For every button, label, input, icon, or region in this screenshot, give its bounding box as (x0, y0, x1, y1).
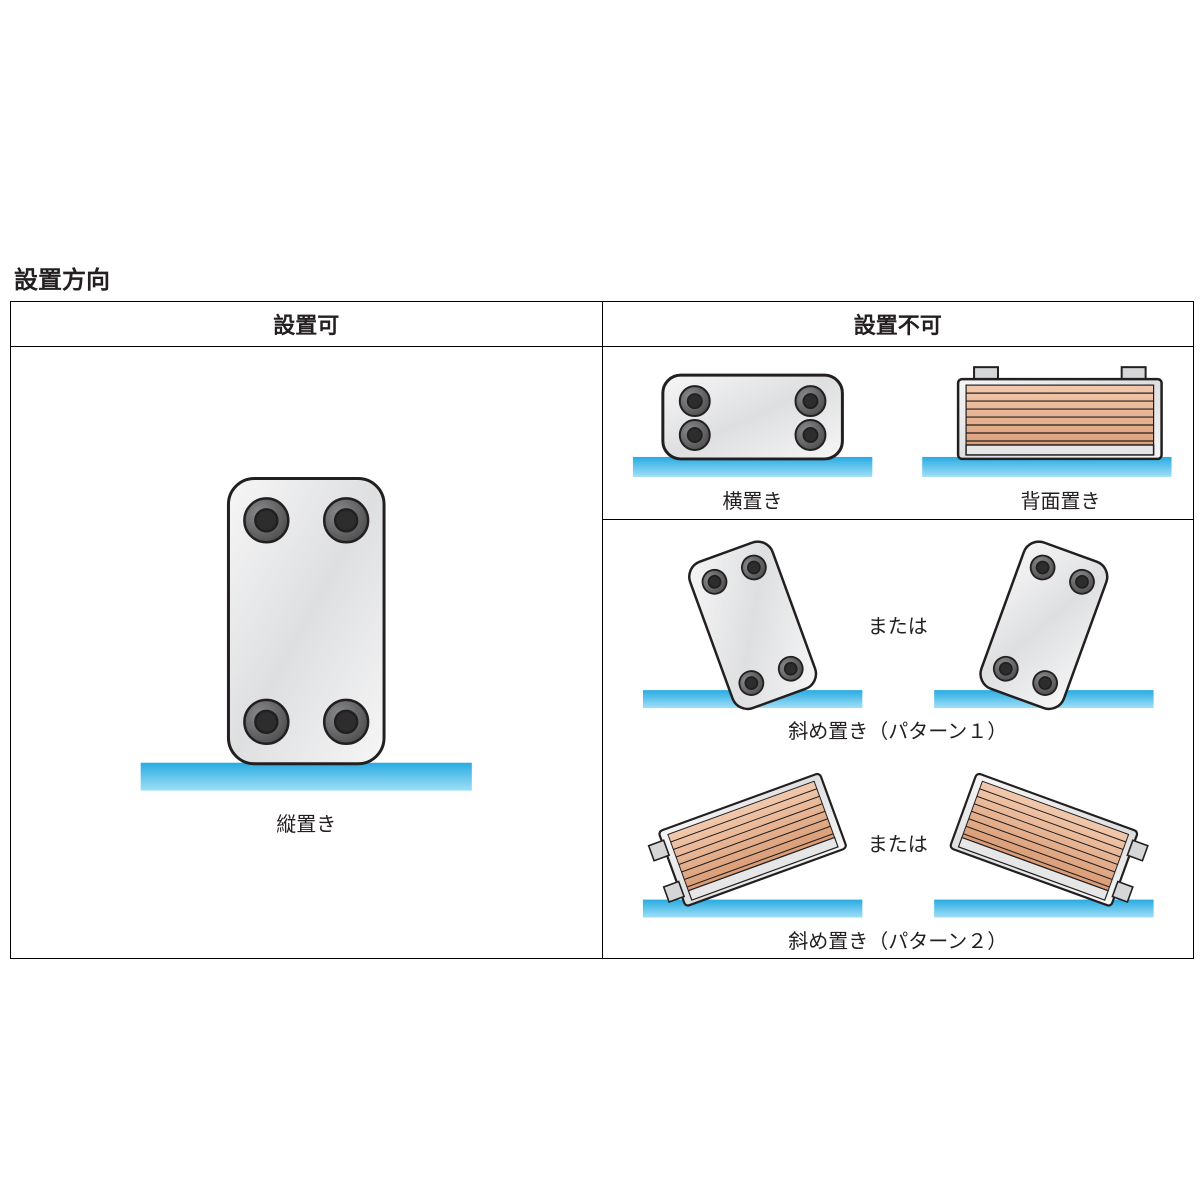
label-or-2: または (603, 828, 1194, 857)
diagram-title: 設置方向 (14, 260, 1194, 295)
label-or-1: または (603, 610, 1194, 639)
label-horizontal: 横置き (663, 485, 843, 514)
orientation-table: 設置可 設置不可 (10, 301, 1194, 959)
label-vertical: 縦置き (11, 808, 602, 837)
label-diag2: 斜め置き（パターン２） (603, 925, 1194, 954)
fig-vertical (11, 348, 602, 958)
label-back: 背面置き (959, 485, 1163, 514)
label-diag1: 斜め置き（パターン１） (603, 715, 1194, 744)
header-ok: 設置可 (11, 302, 603, 347)
header-ng: 設置不可 (602, 302, 1194, 347)
cell-row2: または 斜め置き（パターン１） または 斜め置き（パターン２） (603, 520, 1194, 958)
cell-vertical: 縦置き (11, 348, 602, 958)
cell-row1: 横置き 背面置き (603, 347, 1194, 519)
